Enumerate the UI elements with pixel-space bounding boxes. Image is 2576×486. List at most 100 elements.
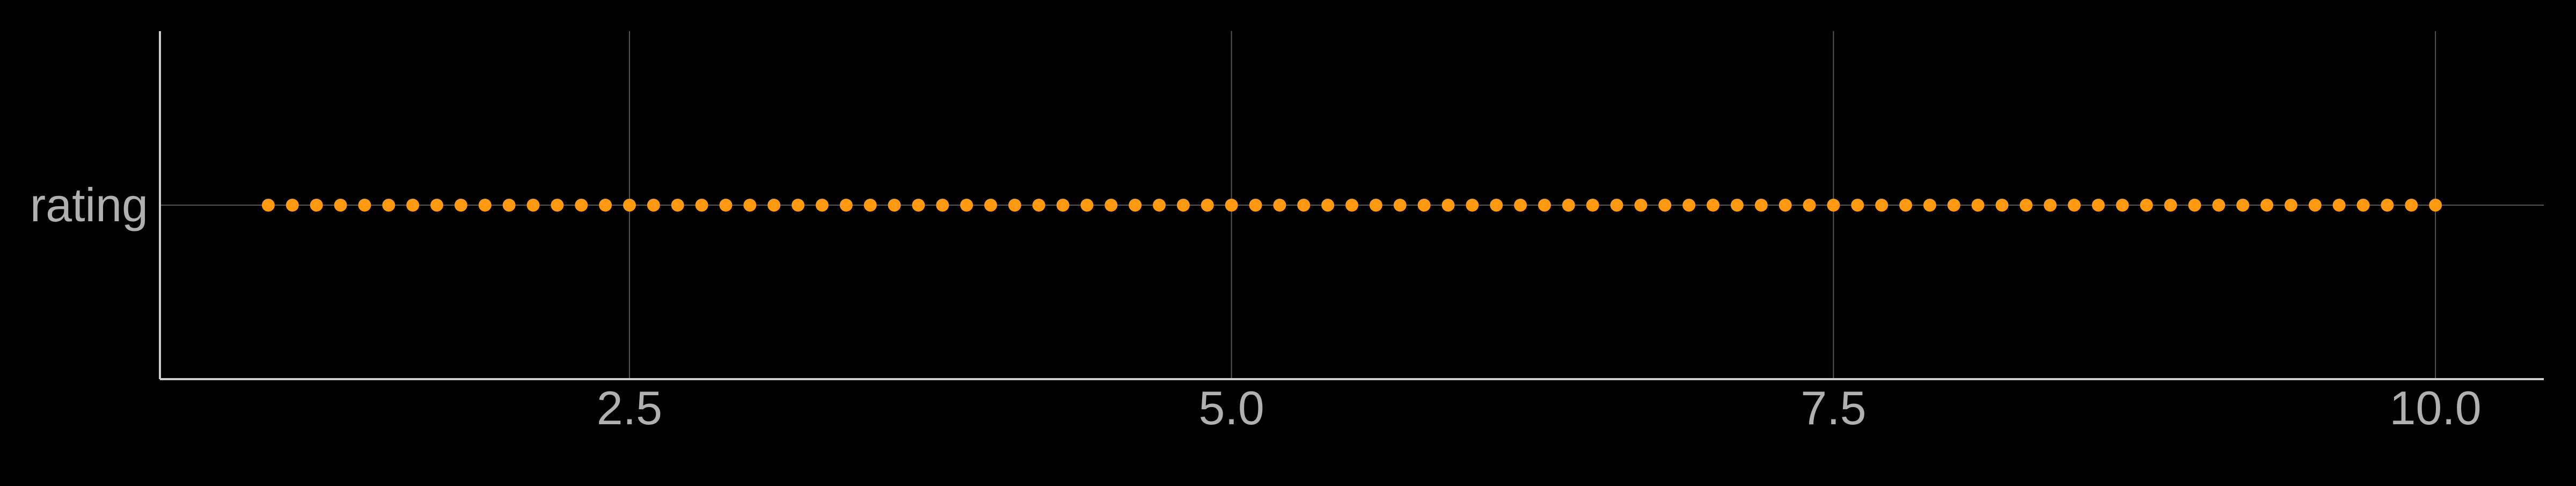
data-point [1971,199,1985,212]
data-point [1032,199,1045,212]
data-point [863,199,877,212]
data-point [502,199,516,212]
data-point [1201,199,1214,212]
x-tick-label: 2.5 [597,381,662,434]
data-point [406,199,420,212]
data-point [1610,199,1623,212]
data-point [2068,199,2081,212]
data-point [2164,199,2177,212]
data-point [2091,199,2105,212]
data-point [454,199,467,212]
data-point [334,199,347,212]
data-point [1153,199,1166,212]
data-point [1827,199,1840,212]
tick-labels: 2.5 5.0 7.5 10.0 rating [30,178,2482,434]
data-point [1129,199,1142,212]
data-point [1008,199,1021,212]
data-point [2116,199,2129,212]
data-point [1803,199,1816,212]
data-point [1779,199,1792,212]
data-point [551,199,564,212]
data-point [286,199,299,212]
data-point [1345,199,1358,212]
data-point [2405,199,2418,212]
data-point [1393,199,1407,212]
data-point [2236,199,2250,212]
data-point [1658,199,1672,212]
data-point [1466,199,1479,212]
data-point [1851,199,1864,212]
data-point [815,199,829,212]
data-point [647,199,660,212]
data-point [767,199,781,212]
data-point [1104,199,1118,212]
data-point [2260,199,2274,212]
data-point [984,199,997,212]
data-point [1754,199,1768,212]
data-point [2332,199,2346,212]
data-points [261,199,2442,212]
data-point [792,199,805,212]
data-point [430,199,443,212]
data-point [599,199,612,212]
data-point [1080,199,1094,212]
data-point [623,199,636,212]
data-point [888,199,901,212]
data-point [671,199,684,212]
data-point [1730,199,1744,212]
data-point [2308,199,2322,212]
data-point [1176,199,1190,212]
data-point [1947,199,1960,212]
data-point [382,199,396,212]
data-point [2019,199,2033,212]
data-point [1321,199,1335,212]
data-point [261,199,275,212]
data-point [1875,199,1889,212]
data-point [1056,199,1070,212]
data-point [1899,199,1912,212]
data-point [1514,199,1527,212]
data-point [2188,199,2201,212]
data-point [1634,199,1648,212]
data-point [1417,199,1431,212]
data-point [1682,199,1696,212]
data-point [310,199,323,212]
data-point [575,199,588,212]
data-point [2284,199,2297,212]
data-point [695,199,708,212]
data-point [1441,199,1455,212]
data-point [2429,199,2442,212]
data-point [2140,199,2153,212]
x-tick-label: 10.0 [2389,381,2481,434]
data-point [960,199,974,212]
data-point [1225,199,1238,212]
data-point [839,199,853,212]
data-point [1995,199,2009,212]
data-point [1562,199,1575,212]
data-point [358,199,371,212]
data-point [478,199,492,212]
data-point [2212,199,2226,212]
data-point [2357,199,2370,212]
data-point [1297,199,1311,212]
data-point [2044,199,2057,212]
axes [159,31,2544,380]
data-point [1586,199,1599,212]
data-point [1923,199,1936,212]
data-point [1707,199,1720,212]
data-point [526,199,540,212]
data-point [912,199,925,212]
data-point [743,199,757,212]
data-point [2381,199,2394,212]
data-point [1249,199,1262,212]
x-tick-label: 5.0 [1198,381,1264,434]
data-point [1490,199,1503,212]
data-point [1369,199,1382,212]
y-category-label: rating [30,178,148,231]
x-tick-label: 7.5 [1801,381,1866,434]
data-point [936,199,949,212]
data-point [1273,199,1286,212]
data-point [719,199,733,212]
